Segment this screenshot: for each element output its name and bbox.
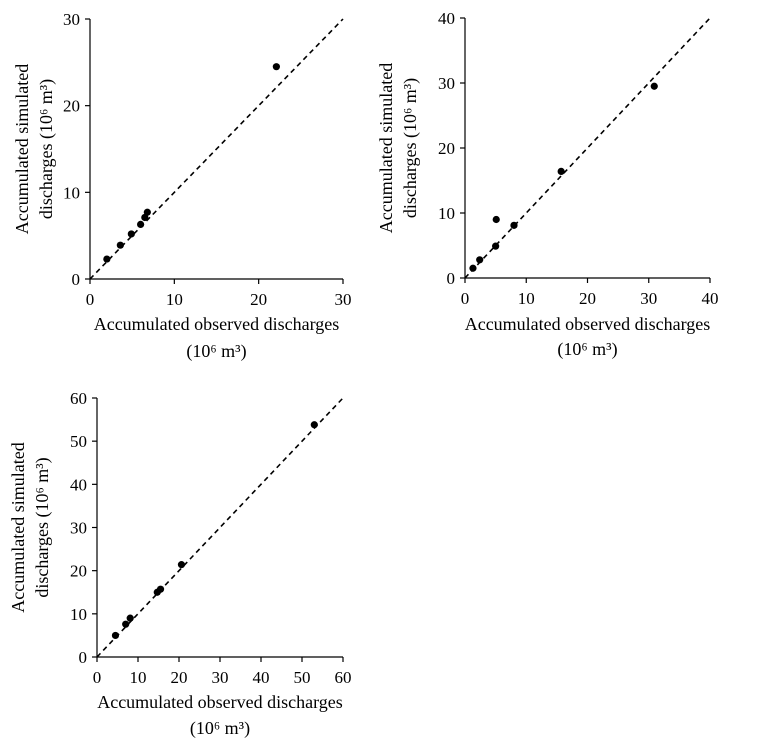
- x-tick-label: 60: [335, 668, 352, 687]
- data-point: [127, 230, 135, 238]
- x-tick-label: 0: [461, 289, 470, 308]
- data-point: [177, 561, 186, 569]
- y-tick-label: 40: [438, 9, 455, 28]
- y-tick-label: 30: [70, 519, 87, 538]
- y-tick-label: 40: [70, 475, 87, 494]
- y-axis-unit: discharges (10⁶ m³): [32, 457, 53, 597]
- y-axis-title: Accumulated simulated: [376, 63, 396, 233]
- y-tick-label: 10: [70, 605, 87, 624]
- y-tick-label: 50: [70, 432, 87, 451]
- data-point: [492, 215, 500, 224]
- y-tick-label: 10: [438, 204, 455, 223]
- y-tick-label: 20: [63, 97, 80, 116]
- x-tick-label: 20: [250, 290, 267, 309]
- data-point: [557, 167, 565, 175]
- data-point: [476, 256, 484, 264]
- data-point: [111, 631, 120, 640]
- y-axis-title: Accumulated simulated: [12, 64, 32, 234]
- data-point: [469, 264, 477, 272]
- x-tick-label: 20: [579, 289, 596, 308]
- x-axis-title: Accumulated observed discharges: [97, 692, 343, 712]
- one-to-one-line: [89, 18, 344, 280]
- one-to-one-line: [464, 17, 711, 279]
- x-tick-label: 30: [212, 668, 229, 687]
- x-tick-label: 10: [166, 290, 183, 309]
- y-tick-label: 20: [438, 139, 455, 158]
- x-tick-label: 40: [702, 289, 719, 308]
- data-point: [492, 242, 500, 250]
- y-tick-label: 20: [70, 562, 87, 581]
- scatter-panel-2: 0 10 20 30 40 0 10 20 30 40 Accumulated observed d…: [376, 9, 719, 360]
- x-tick-label: 40: [253, 668, 270, 687]
- data-point: [137, 220, 145, 228]
- x-tick-label: 10: [130, 668, 147, 687]
- one-to-one-line: [96, 397, 344, 658]
- y-tick-label: 0: [79, 648, 88, 667]
- scatter-panel-3: 0 10 20 30 40 50 60 0 10 20 30 40 50 60 Accumulated ob…: [8, 389, 352, 739]
- data-point: [510, 221, 518, 229]
- data-point: [103, 255, 111, 263]
- x-axis-title: Accumulated observed discharges: [94, 314, 340, 334]
- data-point: [116, 241, 124, 249]
- y-axis-title: Accumulated simulated: [8, 442, 28, 612]
- y-tick-label: 30: [438, 74, 455, 93]
- x-axis-unit: (10⁶ m³): [186, 341, 246, 362]
- y-tick-label: 60: [70, 389, 87, 408]
- x-tick-label: 0: [86, 290, 95, 309]
- x-tick-label: 20: [171, 668, 188, 687]
- data-point: [650, 82, 658, 90]
- y-tick-label: 30: [63, 10, 80, 29]
- x-tick-label: 30: [335, 290, 352, 309]
- data-point: [143, 208, 151, 216]
- x-axis-unit: (10⁶ m³): [557, 339, 617, 360]
- x-axis-title: Accumulated observed discharges: [465, 314, 711, 334]
- x-tick-label: 10: [518, 289, 535, 308]
- y-axis-unit: discharges (10⁶ m³): [400, 78, 421, 218]
- data-point: [156, 585, 165, 593]
- scatter-panel-1: 0 10 20 30 0 10 20 30 Accumulated observed disch…: [12, 10, 352, 362]
- x-tick-label: 0: [93, 668, 102, 687]
- data-point: [126, 614, 134, 622]
- data-point: [310, 421, 318, 429]
- x-tick-label: 30: [640, 289, 657, 308]
- y-tick-label: 10: [63, 183, 80, 202]
- y-tick-label: 0: [447, 269, 456, 288]
- data-point: [122, 620, 130, 628]
- x-tick-label: 50: [294, 668, 311, 687]
- data-point: [272, 63, 280, 71]
- y-tick-label: 0: [72, 270, 81, 289]
- x-axis-unit: (10⁶ m³): [190, 718, 250, 739]
- y-axis-unit: discharges (10⁶ m³): [36, 79, 57, 219]
